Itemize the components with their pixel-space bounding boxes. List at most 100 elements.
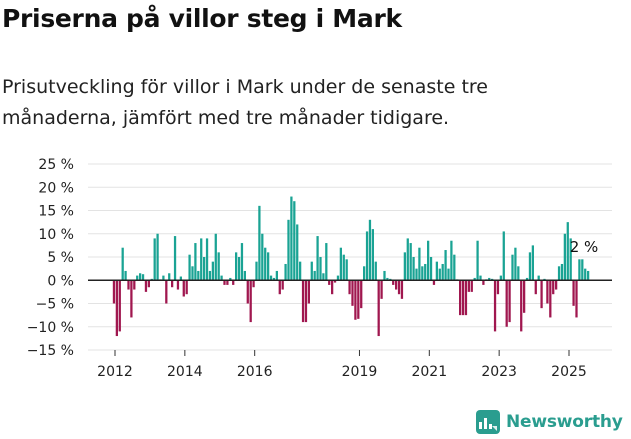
bar: [546, 280, 549, 304]
bar: [365, 231, 369, 281]
bar: [464, 280, 468, 316]
bar: [525, 277, 529, 281]
bar: [406, 238, 409, 281]
bar: [572, 280, 575, 306]
bar: [459, 280, 462, 316]
bar: [409, 243, 412, 281]
bar: [563, 233, 566, 281]
bar: [307, 280, 310, 304]
bar: [569, 238, 572, 281]
bar: [360, 280, 363, 309]
bar: [502, 231, 505, 281]
bar-chart: 25 % 20 % 15 % 10 % 5 % 0 % −5 % −10 % −15 % 201…: [27, 157, 612, 380]
bar: [421, 266, 424, 281]
bar: [348, 280, 351, 295]
bar: [427, 240, 430, 281]
bar: [383, 270, 386, 281]
bar: [269, 275, 273, 281]
bar: [357, 280, 360, 319]
bar: [136, 275, 139, 281]
y-tick-label: 15 %: [38, 204, 74, 220]
bar: [121, 247, 124, 281]
bar: [237, 257, 241, 281]
bar: [200, 238, 203, 281]
bar: [549, 280, 552, 318]
bar: [331, 280, 334, 295]
x-tick-label: 2025: [551, 364, 587, 380]
y-tick-label: 5 %: [47, 250, 74, 266]
bar: [275, 270, 278, 281]
bar: [555, 280, 558, 290]
bar: [319, 257, 322, 281]
bar: [322, 273, 325, 281]
bar: [214, 233, 217, 281]
y-tick-label: −5 %: [36, 297, 74, 313]
bar: [185, 280, 188, 295]
bar: [156, 233, 159, 281]
bar: [290, 196, 293, 281]
bar: [342, 254, 345, 281]
bar: [173, 236, 177, 281]
bar: [528, 252, 532, 281]
bar: [249, 280, 252, 323]
bar: [424, 263, 427, 281]
bar: [412, 257, 415, 281]
bar: [438, 268, 441, 281]
bar: [194, 243, 197, 281]
bar: [115, 280, 118, 337]
bar: [453, 254, 456, 281]
bar: [144, 280, 148, 292]
bar: [386, 277, 389, 281]
bar: [517, 266, 520, 281]
bar: [243, 270, 246, 281]
bar: [488, 277, 491, 281]
x-tick-label: 2016: [237, 364, 273, 380]
bar: [432, 280, 436, 285]
bar: [284, 263, 287, 281]
bar: [112, 280, 116, 304]
bar: [354, 280, 357, 320]
x-tick-label: 2021: [411, 364, 447, 380]
bar: [229, 277, 232, 281]
bar: [272, 277, 276, 281]
bar: [540, 280, 543, 309]
bar: [336, 275, 340, 281]
bar: [499, 275, 502, 281]
bar: [188, 254, 191, 281]
bar: [523, 280, 526, 313]
bar: [255, 261, 258, 281]
bar: [325, 243, 328, 281]
bar: [496, 280, 500, 295]
bar: [339, 247, 342, 281]
bar: [223, 280, 226, 285]
bar: [473, 277, 476, 281]
bar: [235, 252, 238, 281]
bar: [470, 280, 473, 292]
bar: [368, 219, 372, 281]
bar: [429, 257, 433, 281]
bar: [505, 280, 508, 327]
bar: [508, 280, 511, 323]
newsworthy-logo-icon: [476, 410, 500, 434]
brand-name: Newsworthy: [506, 412, 623, 432]
bar: [371, 229, 374, 281]
bar: [581, 259, 584, 281]
bar: [278, 280, 281, 295]
bar: [139, 273, 142, 281]
bar: [205, 238, 209, 281]
bar: [418, 247, 421, 281]
y-tick-label: −15 %: [27, 343, 74, 359]
bar: [301, 280, 305, 323]
bar: [130, 280, 133, 318]
bar: [299, 261, 302, 281]
bar: [310, 261, 313, 281]
bar: [246, 280, 249, 304]
bar: [267, 252, 270, 281]
bar: [403, 252, 406, 281]
chart-subtitle: Prisutveckling för villor i Mark under d…: [2, 76, 488, 129]
bar: [400, 280, 404, 299]
bar: [182, 280, 185, 297]
bar: [191, 266, 194, 281]
x-tick-label: 2023: [481, 364, 517, 380]
bar: [493, 280, 497, 332]
